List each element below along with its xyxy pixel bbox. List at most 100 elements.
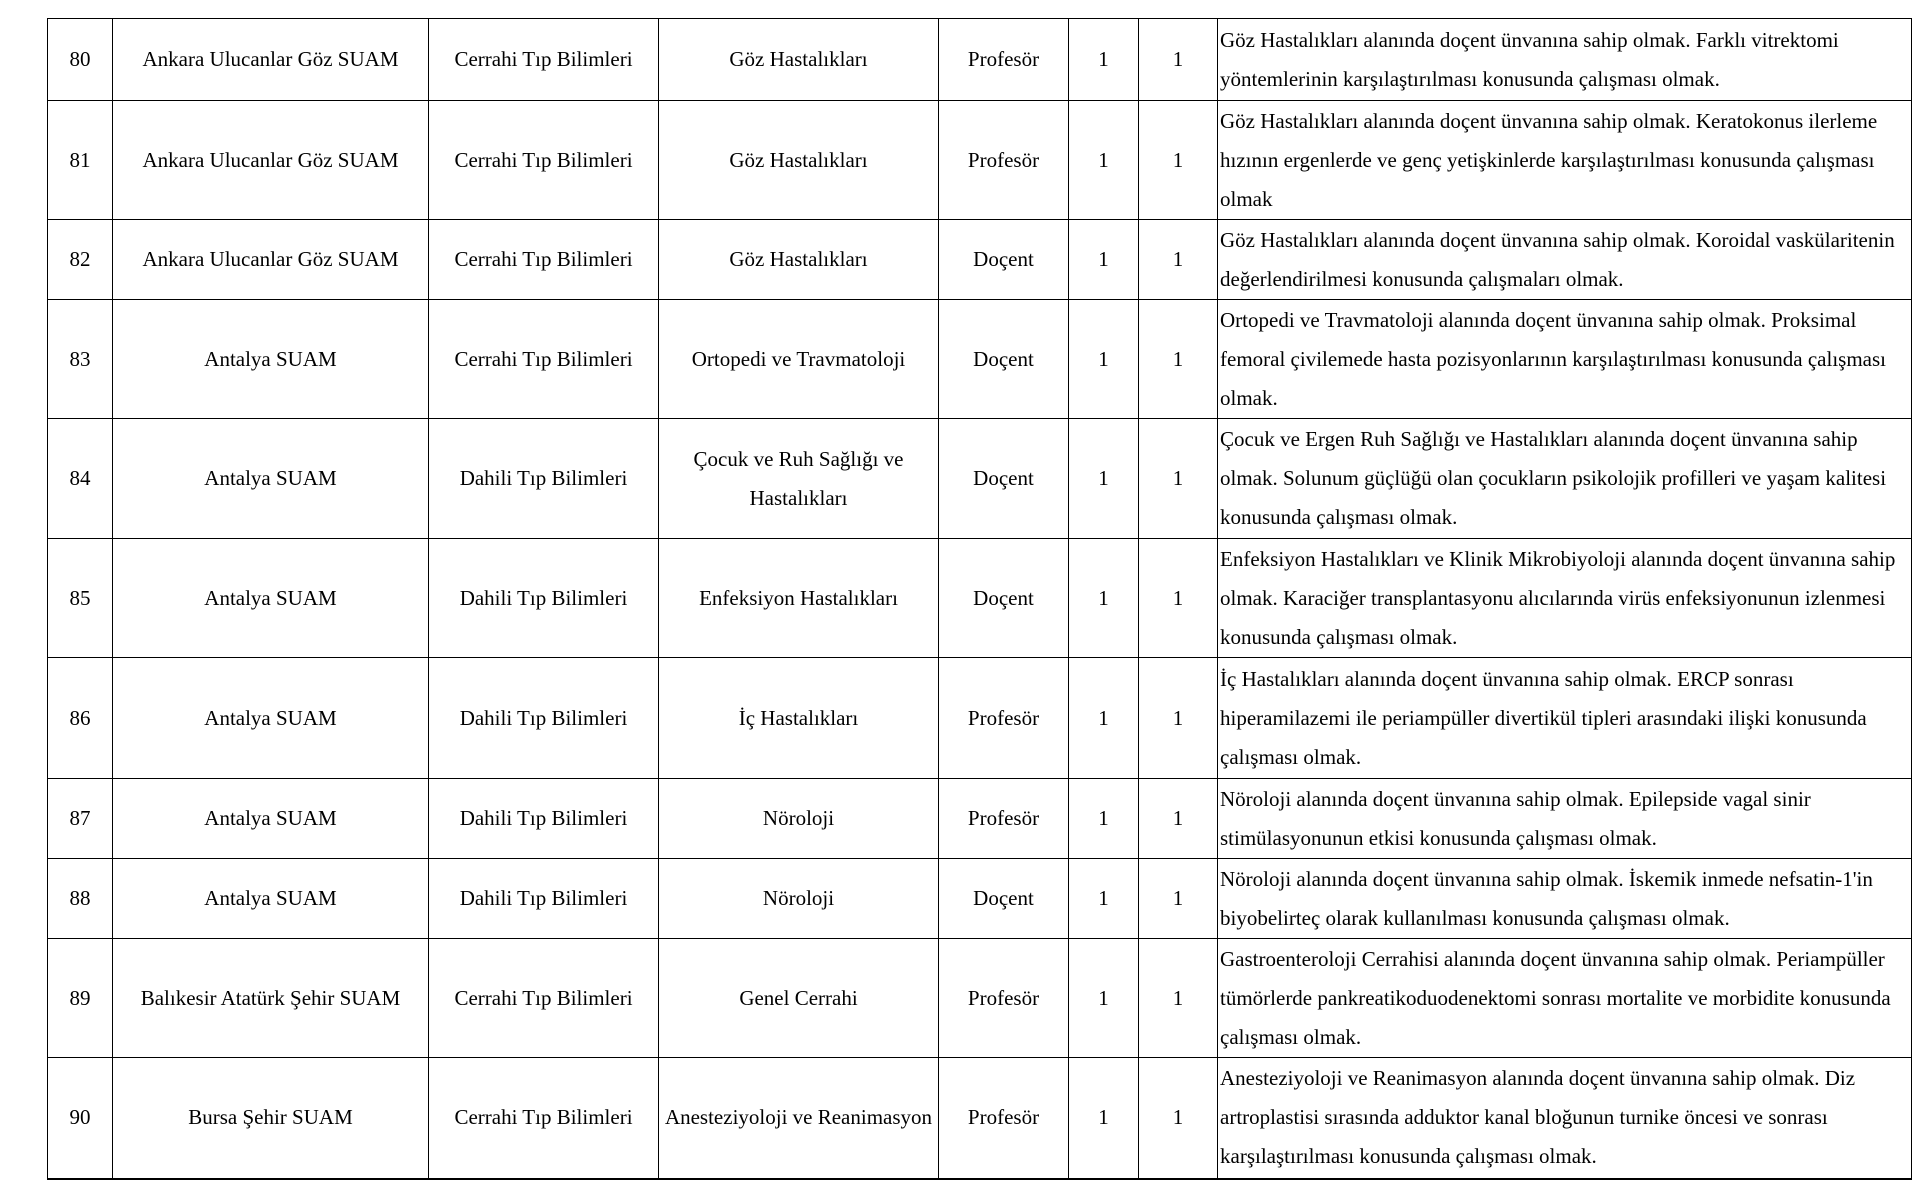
institution-cell: Antalya SUAM <box>112 858 429 939</box>
table-row: 90 Bursa Şehir SUAM Cerrahi Tıp Bilimleri A… <box>47 1057 1912 1179</box>
table-row: 85 Antalya SUAM Dahili Tıp Bilimleri Enfeks… <box>47 538 1912 658</box>
description-cell: Ortopedi ve Travmatoloji alanında doçent… <box>1217 299 1912 419</box>
field-cell: Dahili Tıp Bilimleri <box>428 858 659 939</box>
description-cell: Enfeksiyon Hastalıkları ve Klinik Mikrob… <box>1217 538 1912 658</box>
title-cell: Profesör <box>938 938 1069 1058</box>
title-cell: Doçent <box>938 219 1069 300</box>
institution-cell: Ankara Ulucanlar Göz SUAM <box>112 18 429 101</box>
count-cell: 1 <box>1068 778 1139 859</box>
row-number: 81 <box>47 100 113 220</box>
table-row: 83 Antalya SUAM Cerrahi Tıp Bilimleri Ortop… <box>47 299 1912 419</box>
count-cell: 1 <box>1068 538 1139 658</box>
row-number: 83 <box>47 299 113 419</box>
description-cell: Nöroloji alanında doçent ünvanına sahip … <box>1217 778 1912 859</box>
count-cell: 1 <box>1068 858 1139 939</box>
title-cell: Profesör <box>938 18 1069 101</box>
row-number: 89 <box>47 938 113 1058</box>
row-number: 84 <box>47 418 113 539</box>
count-cell: 1 <box>1138 1057 1218 1179</box>
count-cell: 1 <box>1138 219 1218 300</box>
count-cell: 1 <box>1068 657 1139 779</box>
department-cell: Ortopedi ve Travmatoloji <box>658 299 939 419</box>
field-cell: Cerrahi Tıp Bilimleri <box>428 1057 659 1179</box>
description-cell: Göz Hastalıkları alanında doçent ünvanın… <box>1217 18 1912 101</box>
field-cell: Cerrahi Tıp Bilimleri <box>428 299 659 419</box>
institution-cell: Bursa Şehir SUAM <box>112 1057 429 1179</box>
count-cell: 1 <box>1138 418 1218 539</box>
description-cell: İç Hastalıkları alanında doçent ünvanına… <box>1217 657 1912 779</box>
department-cell: Anesteziyoloji ve Reanimasyon <box>658 1057 939 1179</box>
institution-cell: Ankara Ulucanlar Göz SUAM <box>112 100 429 220</box>
count-cell: 1 <box>1138 299 1218 419</box>
count-cell: 1 <box>1138 100 1218 220</box>
row-number: 85 <box>47 538 113 658</box>
table-row: 81 Ankara Ulucanlar Göz SUAM Cerrahi Tıp B… <box>47 100 1912 220</box>
count-cell: 1 <box>1138 657 1218 779</box>
title-cell: Profesör <box>938 778 1069 859</box>
count-cell: 1 <box>1138 778 1218 859</box>
field-cell: Dahili Tıp Bilimleri <box>428 538 659 658</box>
institution-cell: Antalya SUAM <box>112 538 429 658</box>
department-cell: İç Hastalıkları <box>658 657 939 779</box>
count-cell: 1 <box>1138 858 1218 939</box>
row-number: 90 <box>47 1057 113 1179</box>
count-cell: 1 <box>1068 1057 1139 1179</box>
count-cell: 1 <box>1068 219 1139 300</box>
institution-cell: Antalya SUAM <box>112 418 429 539</box>
institution-cell: Antalya SUAM <box>112 778 429 859</box>
table-row: 82 Ankara Ulucanlar Göz SUAM Cerrahi Tıp B… <box>47 219 1912 300</box>
table-row: 86 Antalya SUAM Dahili Tıp Bilimleri İç Has… <box>47 657 1912 779</box>
field-cell: Dahili Tıp Bilimleri <box>428 778 659 859</box>
count-cell: 1 <box>1068 18 1139 101</box>
department-cell: Nöroloji <box>658 778 939 859</box>
institution-cell: Balıkesir Atatürk Şehir SUAM <box>112 938 429 1058</box>
count-cell: 1 <box>1068 100 1139 220</box>
field-cell: Dahili Tıp Bilimleri <box>428 418 659 539</box>
description-cell: Çocuk ve Ergen Ruh Sağlığı ve Hastalıkla… <box>1217 418 1912 539</box>
description-cell: Anesteziyoloji ve Reanimasyon alanında d… <box>1217 1057 1912 1179</box>
department-cell: Nöroloji <box>658 858 939 939</box>
title-cell: Doçent <box>938 538 1069 658</box>
description-cell: Göz Hastalıkları alanında doçent ünvanın… <box>1217 100 1912 220</box>
row-number: 86 <box>47 657 113 779</box>
field-cell: Cerrahi Tıp Bilimleri <box>428 219 659 300</box>
table-row: 89 Balıkesir Atatürk Şehir SUAM Cerrahi Tı… <box>47 938 1912 1058</box>
count-cell: 1 <box>1138 18 1218 101</box>
institution-cell: Antalya SUAM <box>112 299 429 419</box>
table-row: 87 Antalya SUAM Dahili Tıp Bilimleri Nörolo… <box>47 778 1912 859</box>
positions-table: 80 Ankara Ulucanlar Göz SUAM Cerrahi Tıp B… <box>47 18 1912 1180</box>
count-cell: 1 <box>1068 938 1139 1058</box>
description-cell: Göz Hastalıkları alanında doçent ünvanın… <box>1217 219 1912 300</box>
department-cell: Göz Hastalıkları <box>658 100 939 220</box>
field-cell: Cerrahi Tıp Bilimleri <box>428 100 659 220</box>
title-cell: Profesör <box>938 100 1069 220</box>
row-number: 88 <box>47 858 113 939</box>
table-row: 84 Antalya SUAM Dahili Tıp Bilimleri Çocuk … <box>47 418 1912 539</box>
department-cell: Genel Cerrahi <box>658 938 939 1058</box>
count-cell: 1 <box>1138 538 1218 658</box>
title-cell: Doçent <box>938 858 1069 939</box>
count-cell: 1 <box>1068 299 1139 419</box>
field-cell: Dahili Tıp Bilimleri <box>428 657 659 779</box>
row-number: 87 <box>47 778 113 859</box>
count-cell: 1 <box>1068 418 1139 539</box>
department-cell: Enfeksiyon Hastalıkları <box>658 538 939 658</box>
field-cell: Cerrahi Tıp Bilimleri <box>428 938 659 1058</box>
description-cell: Nöroloji alanında doçent ünvanına sahip … <box>1217 858 1912 939</box>
department-cell: Göz Hastalıkları <box>658 219 939 300</box>
count-cell: 1 <box>1138 938 1218 1058</box>
table-row: 88 Antalya SUAM Dahili Tıp Bilimleri Nörolo… <box>47 858 1912 939</box>
institution-cell: Ankara Ulucanlar Göz SUAM <box>112 219 429 300</box>
department-cell: Çocuk ve Ruh Sağlığı ve Hastalıkları <box>658 418 939 539</box>
row-number: 80 <box>47 18 113 101</box>
table-row: 80 Ankara Ulucanlar Göz SUAM Cerrahi Tıp B… <box>47 18 1912 101</box>
field-cell: Cerrahi Tıp Bilimleri <box>428 18 659 101</box>
row-number: 82 <box>47 219 113 300</box>
title-cell: Profesör <box>938 657 1069 779</box>
institution-cell: Antalya SUAM <box>112 657 429 779</box>
title-cell: Doçent <box>938 418 1069 539</box>
description-cell: Gastroenteroloji Cerrahisi alanında doçe… <box>1217 938 1912 1058</box>
department-cell: Göz Hastalıkları <box>658 18 939 101</box>
title-cell: Doçent <box>938 299 1069 419</box>
title-cell: Profesör <box>938 1057 1069 1179</box>
